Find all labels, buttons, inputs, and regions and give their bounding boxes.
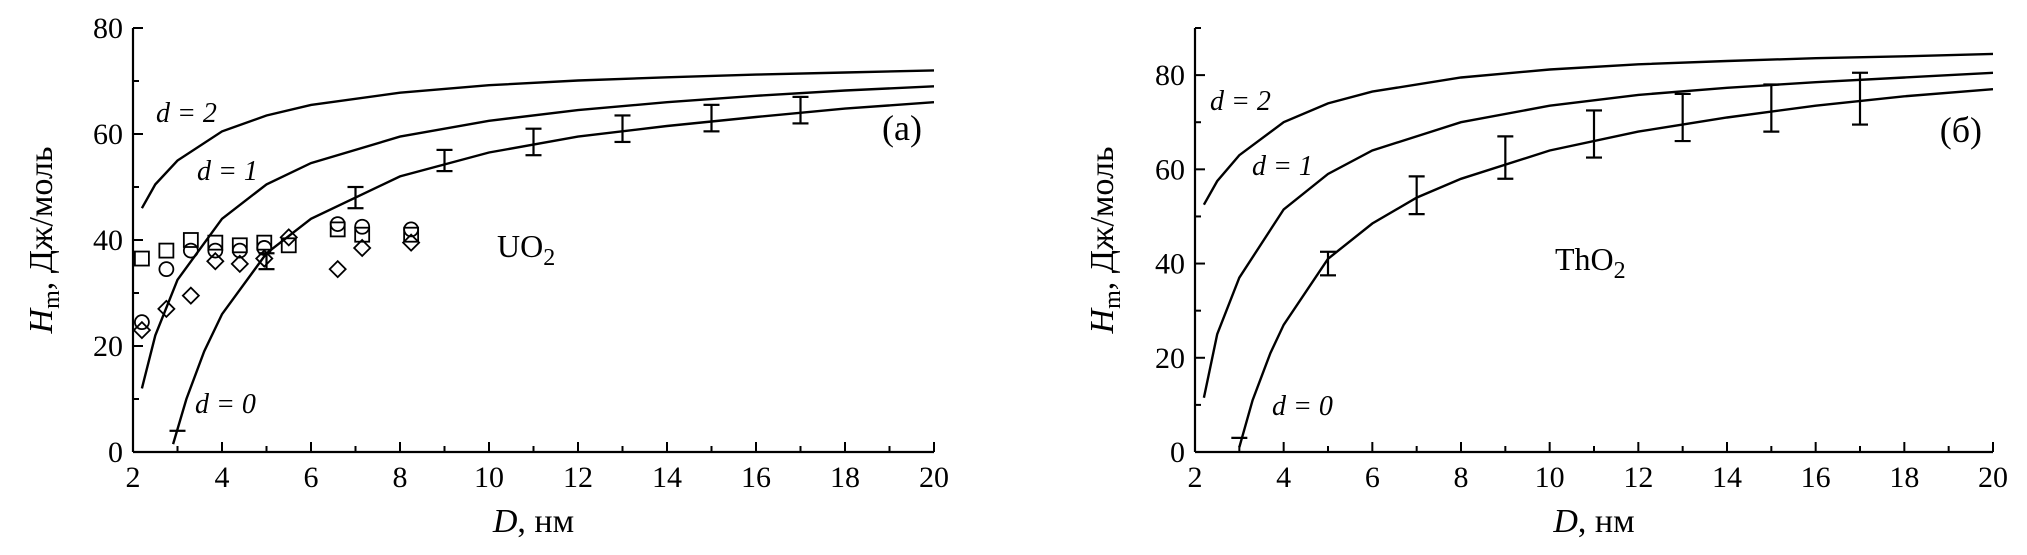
x-tick-label: 10 bbox=[474, 461, 504, 494]
circle-marker bbox=[133, 314, 150, 331]
y-tick-label: 60 bbox=[93, 118, 123, 151]
x-tick-label: 2 bbox=[1188, 461, 1203, 494]
circle-marker bbox=[329, 216, 346, 233]
error-bar bbox=[1586, 109, 1602, 159]
compound-label: ThO2 bbox=[1555, 241, 1626, 284]
square-marker bbox=[231, 237, 248, 254]
error-bar bbox=[614, 114, 631, 144]
circle-marker bbox=[182, 242, 199, 259]
square-marker bbox=[403, 226, 420, 243]
error-bar bbox=[703, 103, 720, 133]
error-bar bbox=[1320, 250, 1336, 277]
error-bar bbox=[347, 185, 364, 210]
x-tick-label: 16 bbox=[1801, 461, 1831, 494]
x-tick-label: 18 bbox=[830, 461, 860, 494]
curve-d1 bbox=[140, 85, 934, 389]
curve-label: d = 2 bbox=[1210, 86, 1271, 117]
error-bar bbox=[436, 148, 453, 173]
y-axis-title: Hm, Дж/моль bbox=[1084, 147, 1126, 335]
square-marker bbox=[158, 242, 175, 259]
panel-label: (a) bbox=[882, 108, 922, 148]
curve-d2 bbox=[1202, 52, 1993, 206]
diamond-marker bbox=[206, 251, 225, 271]
x-tick-label: 6 bbox=[304, 461, 319, 494]
square-marker bbox=[354, 226, 371, 243]
panel-b: 2 4 6 8 10 12 14 16 18 20 0 20 40 60 80 D, нм Hm, Дж/мол… bbox=[1084, 27, 2008, 540]
y-tick-label: 20 bbox=[93, 330, 123, 363]
error-bar bbox=[1763, 83, 1780, 133]
error-bar bbox=[1674, 92, 1691, 143]
error-bar bbox=[792, 95, 809, 125]
circle-marker bbox=[354, 218, 371, 235]
x-tick-label: 8 bbox=[1454, 461, 1469, 494]
diamond-marker bbox=[352, 238, 372, 258]
x-tick-label: 18 bbox=[1889, 461, 1919, 494]
curve-label: d = 1 bbox=[1252, 151, 1313, 182]
curve-label: d = 0 bbox=[195, 389, 256, 420]
x-tick-label: 16 bbox=[741, 461, 771, 494]
x-tick-label: 12 bbox=[1623, 461, 1653, 494]
curve-d2 bbox=[140, 69, 934, 209]
error-bar bbox=[1852, 71, 1868, 126]
x-tick-label: 4 bbox=[1276, 461, 1291, 494]
x-tick-label: 2 bbox=[126, 461, 141, 494]
curve-d1 bbox=[1202, 71, 1993, 399]
diamond-marker bbox=[328, 259, 347, 279]
square-marker bbox=[329, 221, 346, 238]
x-tick-label: 20 bbox=[1978, 461, 2008, 494]
square-marker bbox=[207, 234, 224, 251]
circle-marker bbox=[207, 242, 224, 259]
diamond-marker bbox=[401, 233, 421, 252]
y-tick-label: 20 bbox=[1155, 342, 1185, 375]
x-tick-label: 20 bbox=[919, 461, 949, 494]
circle-marker bbox=[403, 221, 420, 238]
panel-a: 2 4 6 8 10 12 14 16 18 20 0 20 40 60 80 D, нм Hm, Дж/мол… bbox=[23, 12, 949, 540]
x-tick-label: 4 bbox=[215, 461, 230, 494]
circle-marker bbox=[231, 242, 248, 259]
diamond-marker bbox=[255, 249, 274, 268]
square-marker bbox=[133, 250, 150, 267]
circle-marker bbox=[158, 261, 175, 278]
square-marker bbox=[182, 232, 199, 248]
diamond-marker bbox=[279, 228, 299, 247]
x-tick-label: 12 bbox=[563, 461, 593, 494]
x-axis-title: D, нм bbox=[492, 503, 574, 540]
compound-label: UO2 bbox=[497, 228, 555, 271]
square-marker bbox=[280, 237, 297, 254]
x-tick-label: 6 bbox=[1365, 461, 1380, 494]
curve-label: d = 2 bbox=[156, 98, 217, 129]
panel-label: (б) bbox=[1940, 110, 1982, 150]
error-bar bbox=[525, 127, 542, 157]
circle-marker bbox=[256, 240, 273, 256]
curve-d0 bbox=[1238, 88, 1993, 448]
diamond-marker bbox=[132, 320, 152, 340]
y-tick-label: 40 bbox=[1155, 248, 1185, 281]
y-tick-label: 40 bbox=[93, 224, 123, 257]
x-tick-label: 8 bbox=[393, 461, 408, 494]
x-tick-label: 14 bbox=[652, 461, 682, 494]
curve-d0 bbox=[171, 101, 934, 445]
y-tick-label: 60 bbox=[1155, 153, 1185, 186]
diamond-marker bbox=[181, 286, 201, 305]
y-tick-label: 0 bbox=[1170, 436, 1185, 469]
diamond-marker bbox=[157, 299, 176, 319]
x-tick-label: 10 bbox=[1535, 461, 1565, 494]
curve-label: d = 1 bbox=[197, 156, 258, 187]
error-bar bbox=[1408, 175, 1425, 216]
x-axis-title: D, нм bbox=[1552, 503, 1634, 540]
diamond-marker bbox=[230, 254, 250, 274]
y-tick-label: 80 bbox=[1155, 59, 1185, 92]
y-axis-title: Hm, Дж/моль bbox=[23, 147, 65, 335]
y-tick-label: 0 bbox=[108, 436, 123, 469]
error-bar bbox=[1497, 135, 1514, 180]
x-tick-label: 14 bbox=[1712, 461, 1742, 494]
y-tick-label: 80 bbox=[93, 12, 123, 45]
curve-label: d = 0 bbox=[1272, 391, 1333, 422]
